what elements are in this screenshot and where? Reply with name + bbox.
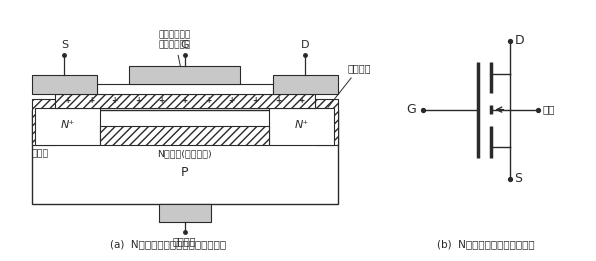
Text: +: + [111, 96, 117, 105]
Bar [315, 99, 337, 145]
Text: 掺杂后具有正
离子的绝缘层: 掺杂后具有正 离子的绝缘层 [159, 30, 191, 85]
Text: G: G [406, 103, 415, 116]
Text: S: S [61, 40, 68, 50]
Text: 衬底: 衬底 [542, 105, 555, 115]
Text: +: + [88, 96, 94, 105]
Text: 衬底引线: 衬底引线 [173, 236, 197, 246]
Text: +: + [252, 96, 258, 105]
Text: N⁺: N⁺ [294, 120, 309, 130]
Text: D: D [514, 34, 524, 47]
Bar [55, 94, 315, 108]
Text: +: + [64, 96, 71, 105]
Text: +: + [205, 96, 212, 105]
Text: D: D [301, 40, 309, 50]
Text: P: P [181, 166, 188, 179]
Text: 二氧化硅: 二氧化硅 [328, 63, 371, 108]
Bar [269, 108, 334, 145]
Bar [32, 75, 97, 94]
Bar [32, 99, 55, 145]
Text: (b)  N沟道耗尽型场效应管符号: (b) N沟道耗尽型场效应管符号 [437, 240, 534, 250]
Text: +: + [135, 96, 141, 105]
Bar [35, 108, 100, 145]
Text: +: + [158, 96, 164, 105]
Text: G: G [181, 40, 189, 50]
Bar [129, 66, 240, 84]
Text: +: + [299, 96, 305, 105]
Bar [97, 84, 272, 94]
Text: 耗尽层: 耗尽层 [32, 149, 49, 158]
Text: +: + [275, 96, 281, 105]
Text: (a)  N沟道耗尽型场效应管结构示意图: (a) N沟道耗尽型场效应管结构示意图 [110, 240, 226, 250]
Bar [32, 110, 337, 204]
Text: S: S [514, 172, 523, 185]
Bar [159, 204, 211, 222]
Text: +: + [182, 96, 188, 105]
Text: +: + [228, 96, 235, 105]
Text: N型沟道(初始沟道): N型沟道(初始沟道) [157, 149, 212, 158]
Bar [272, 75, 337, 94]
Text: N⁺: N⁺ [61, 120, 75, 130]
Bar [100, 126, 269, 145]
